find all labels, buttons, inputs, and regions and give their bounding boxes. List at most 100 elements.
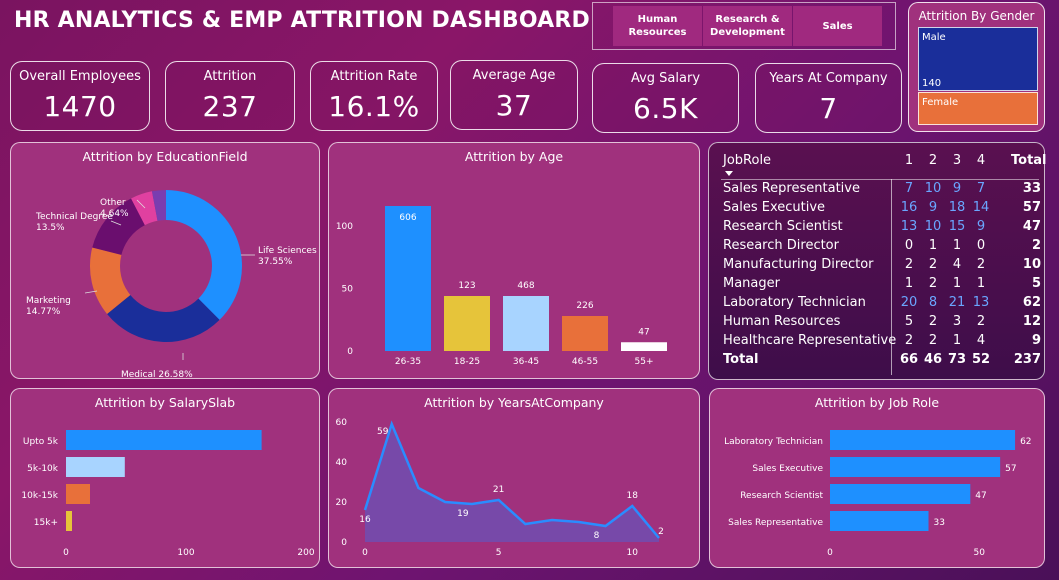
salaryslab-bar-chart: Upto 5k 5k-10k 10k-15k 15k+ 0 100 200: [21, 430, 315, 558]
slicer-option-human-resources[interactable]: Human Resources: [613, 6, 702, 46]
table-cell-role: Human Resources: [723, 314, 841, 329]
kpi-value: 6.5K: [633, 92, 698, 125]
leader-line: [110, 220, 122, 226]
table-divider: [721, 179, 1039, 180]
y-tick-label: Laboratory Technician: [724, 437, 823, 447]
table-row[interactable]: Sales Representative 7 10 9 7 33: [723, 181, 1041, 200]
attrition-by-jobrole-panel: Attrition by Job Role Laboratory Technic…: [709, 388, 1045, 568]
y-tick-label: 0: [347, 347, 353, 357]
attrition-by-age-panel: Attrition by Age 0 50 100 606 26-35 123 18-25 4…: [328, 142, 700, 379]
attrition-by-gender-panel: Attrition By Gender Male 140 Female: [908, 2, 1045, 132]
table-cell: 1: [928, 238, 938, 253]
column-header[interactable]: JobRole: [723, 153, 772, 168]
attrition-by-yearsatcompany-panel: Attrition by YearsAtCompany 0 20 40 60 16 59 1…: [328, 388, 700, 568]
donut-slice: [166, 190, 243, 320]
attrition-by-educationfield-panel: Attrition by EducationField Life Science…: [10, 142, 320, 379]
y-tick-label: 5k-10k: [27, 464, 59, 474]
kpi-value: 1470: [43, 90, 117, 123]
table-cell-role: Sales Representative: [723, 181, 860, 196]
donut-slice: [107, 295, 220, 342]
kpi-average-age: Average Age 37: [450, 60, 578, 130]
table-cell: 2: [928, 276, 938, 291]
column-header: Total: [1011, 153, 1047, 168]
x-tick-label: 36-45: [513, 357, 539, 367]
table-row[interactable]: Healthcare Representative 2 2 1 4 9: [723, 333, 1041, 352]
table-cell: 73: [947, 352, 967, 367]
slicer-option-sales[interactable]: Sales: [793, 6, 882, 46]
jobrole-matrix-table: JobRole 1 2 3 4 Total Sales Representati…: [708, 142, 1047, 380]
table-cell: 2: [928, 314, 938, 329]
table-cell: 2: [904, 333, 914, 348]
y-tick-label: 0: [341, 538, 347, 548]
table-cell: 4: [976, 333, 986, 348]
data-label: 59: [377, 427, 389, 437]
y-tick-label: 100: [336, 222, 353, 232]
table-row[interactable]: Laboratory Technician 20 8 21 13 62: [723, 295, 1041, 314]
table-cell: 8: [928, 295, 938, 310]
slicer-option-research-development[interactable]: Research & Development: [703, 6, 792, 46]
table-row[interactable]: Research Scientist 13 10 15 9 47: [723, 219, 1041, 238]
bar: [830, 511, 929, 531]
kpi-overall-employees: Overall Employees 1470: [10, 61, 150, 131]
table-row[interactable]: Research Director 0 1 1 0 2: [723, 238, 1041, 257]
table-cell: 14: [972, 200, 990, 215]
y-tick-label: Research Scientist: [740, 491, 823, 501]
x-tick-label: 46-55: [572, 357, 598, 367]
kpi-label: Attrition Rate: [330, 69, 418, 84]
donut-data-label: Other 4.64%: [100, 198, 129, 219]
table-row[interactable]: Manager 1 2 1 1 5: [723, 276, 1041, 295]
sort-indicator-icon[interactable]: [725, 171, 733, 176]
table-cell: 1: [952, 238, 962, 253]
table-total-row[interactable]: Total 66 46 73 52 237: [723, 352, 1041, 371]
chart-title: Attrition by Age: [464, 149, 564, 164]
table-cell: 9: [928, 200, 938, 215]
kpi-label: Avg Salary: [630, 71, 701, 86]
table-cell: 7: [904, 181, 914, 196]
donut-slice: [151, 190, 166, 221]
donut-slice: [92, 198, 145, 255]
table-cell: 2: [976, 314, 986, 329]
column-header: 1: [904, 153, 914, 168]
table-cell: 5: [904, 314, 914, 329]
bar: [66, 430, 262, 450]
x-tick-label: 50: [974, 548, 986, 558]
table-row[interactable]: Human Resources 5 2 3 2 12: [723, 314, 1041, 333]
table-row[interactable]: Manufacturing Director 2 2 4 2 10: [723, 257, 1041, 276]
table-cell: 15: [948, 219, 966, 234]
table-cell: 0: [976, 238, 986, 253]
table-cell-total: 12: [1022, 314, 1041, 329]
kpi-attrition-rate: Attrition Rate 16.1%: [310, 61, 438, 131]
x-tick-label: 5: [496, 548, 502, 558]
donut-data-label: Medical 26.58%: [121, 370, 193, 378]
y-tick-label: 40: [336, 458, 348, 468]
table-cell: 0: [904, 238, 914, 253]
age-bar-chart: 0 50 100 606 26-35 123 18-25 468 36-45 226 46-55 47…: [336, 206, 667, 367]
data-label: 33: [934, 518, 945, 528]
table-cell-total: 2: [1031, 238, 1041, 253]
table-cell-total: 33: [1022, 181, 1041, 196]
page-title: HR ANALYTICS & EMP ATTRITION DASHBOARD: [14, 8, 590, 33]
treemap-label: Female: [922, 97, 959, 108]
y-tick-label: 15k+: [34, 518, 58, 528]
table-cell: 2: [976, 257, 986, 272]
data-label: 8: [594, 531, 600, 541]
data-label: 468: [517, 281, 534, 291]
bar: [562, 316, 608, 351]
table-row[interactable]: Sales Executive 16 9 18 14 57: [723, 200, 1041, 219]
kpi-value: 16.1%: [328, 90, 420, 123]
table-cell-total: 237: [1013, 352, 1041, 367]
table-cell-role: Manager: [723, 276, 780, 291]
donut-data-label: Life Sciences 37.55%: [258, 246, 317, 267]
treemap-tile-female[interactable]: Female: [918, 92, 1038, 125]
treemap-tile-male[interactable]: Male 140: [918, 27, 1038, 91]
bar: [66, 457, 125, 477]
table-cell-role: Research Scientist: [723, 219, 843, 234]
kpi-label: Years At Company: [769, 71, 888, 86]
y-tick-label: Sales Executive: [752, 464, 823, 474]
x-tick-label: 26-35: [395, 357, 421, 367]
table-cell: 2: [928, 333, 938, 348]
x-tick-label: 200: [297, 548, 314, 558]
bar: [66, 511, 72, 531]
column-header: 3: [952, 153, 962, 168]
department-slicer[interactable]: Human Resources Research & Development Sal…: [592, 2, 896, 50]
